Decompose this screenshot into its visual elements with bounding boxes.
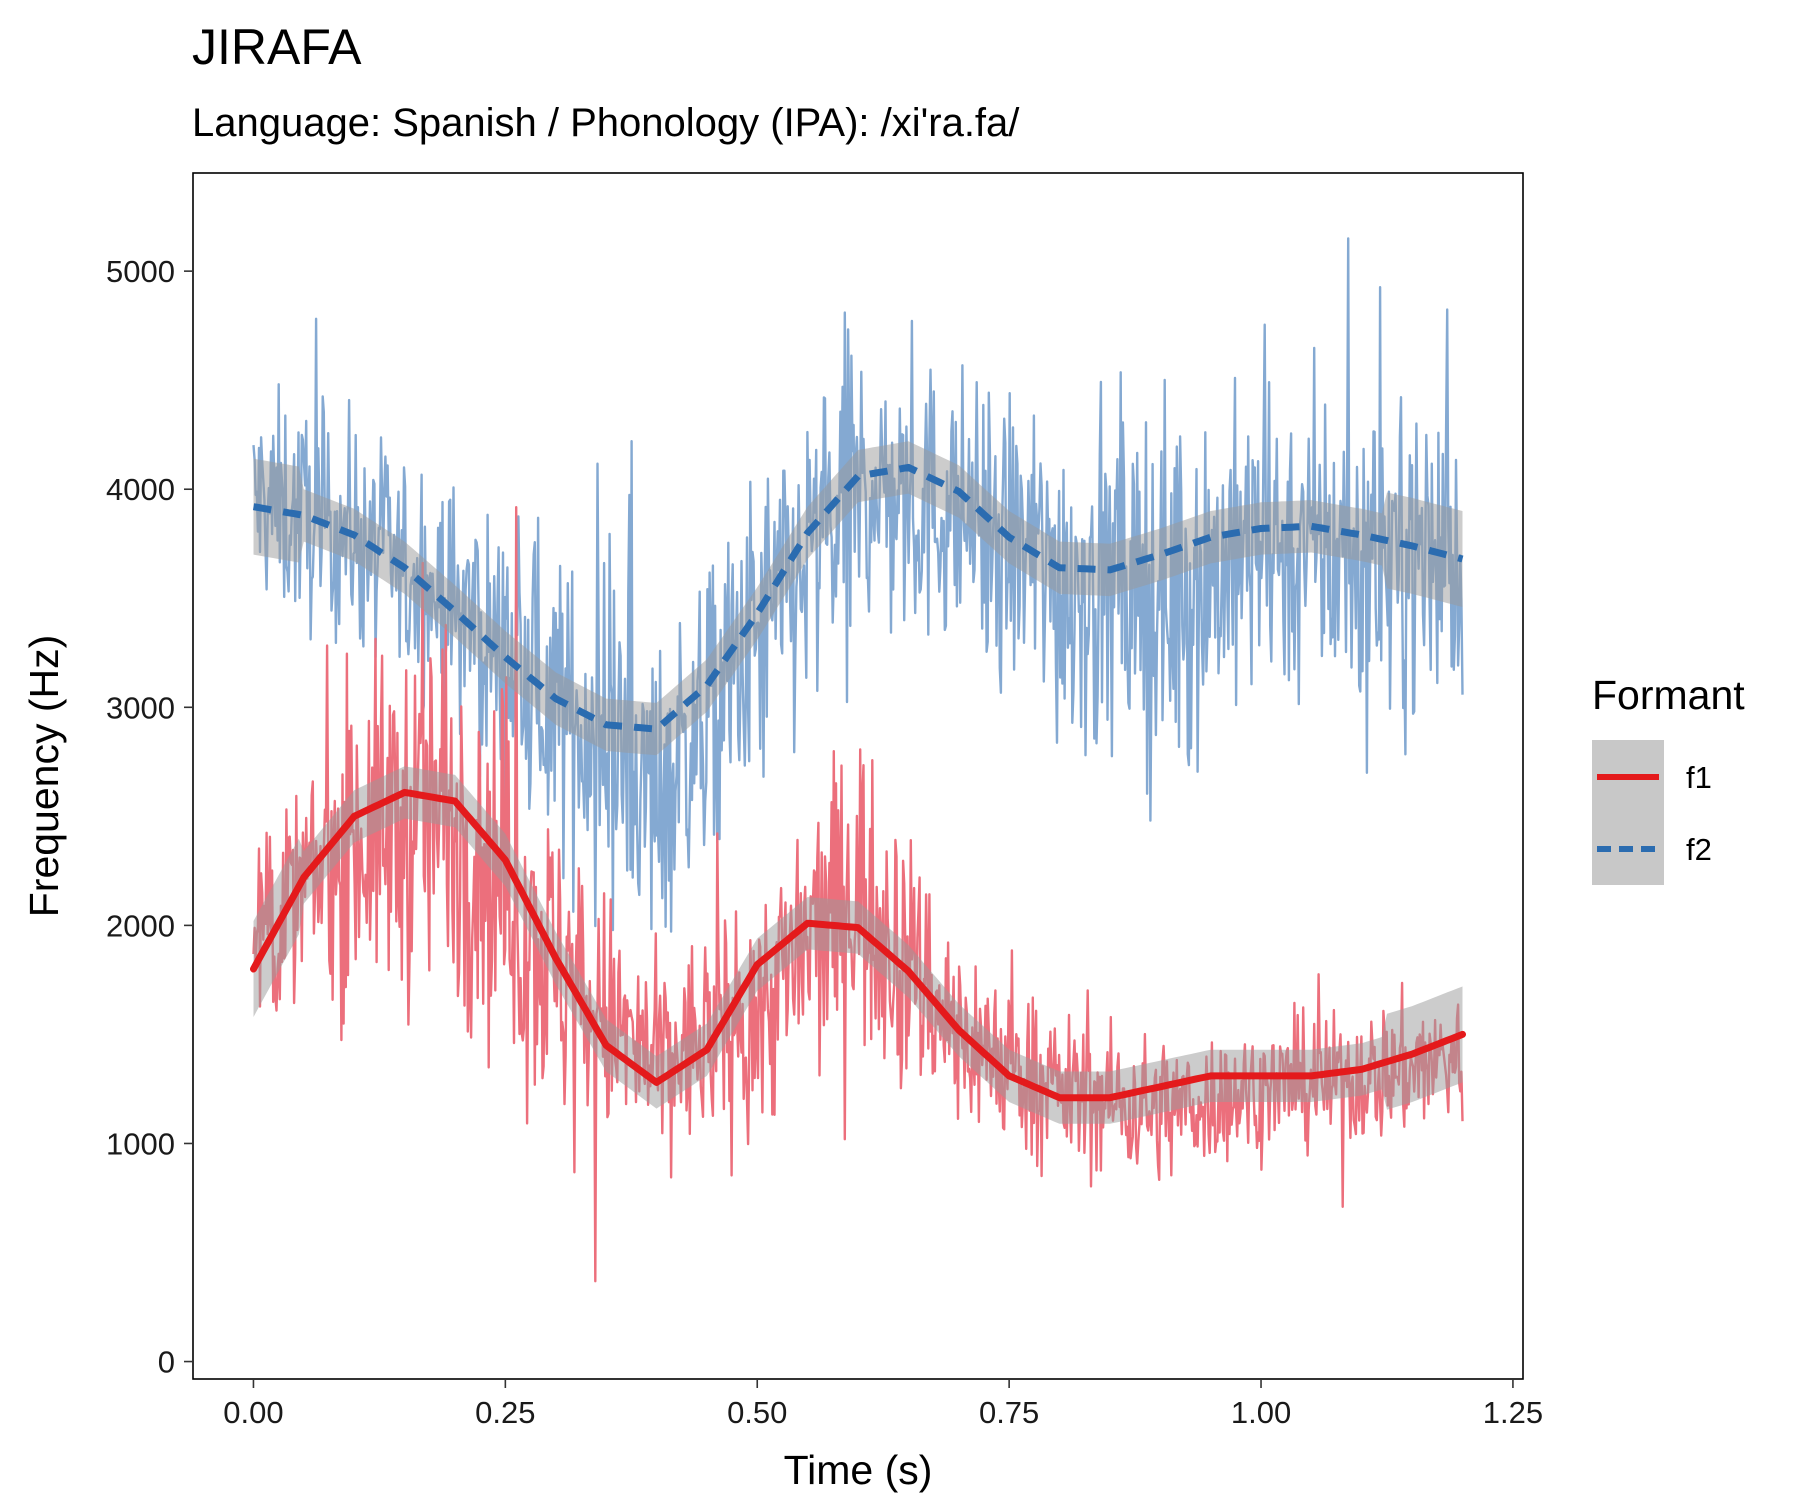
y-axis: 0 1000 2000 3000 4000 5000 [106,254,193,1380]
legend-title: Formant [1592,672,1745,718]
chart-subtitle: Language: Spanish / Phonology (IPA): /xi… [192,101,1020,145]
plot-panel-border [192,172,1524,1380]
x-tick-label: 1.00 [1231,1395,1291,1430]
smooth-line-f1 [250,788,1466,1102]
confidence-band-f1 [253,766,1463,1124]
y-tick-label: 0 [158,1345,175,1380]
y-tick-label: 5000 [106,254,175,289]
x-tick-label: 0.00 [223,1395,283,1430]
x-axis-title: Time (s) [784,1447,933,1493]
y-tick-label: 4000 [106,472,175,507]
x-axis: 0.00 0.25 0.50 0.75 1.00 1.25 [223,1379,1543,1430]
confidence-band-f2 [253,441,1463,756]
y-tick-label: 3000 [106,690,175,725]
x-tick-label: 0.25 [475,1395,535,1430]
y-axis-title: Frequency (Hz) [21,635,67,918]
chart-title: JIRAFA [192,19,362,75]
x-tick-label: 0.50 [727,1395,787,1430]
plot-area [250,237,1466,1283]
y-tick-label: 2000 [106,908,175,943]
smooth-line-f2 [252,463,1464,733]
legend: Formant f1 f2 [1592,672,1745,885]
legend-label-f1: f1 [1686,760,1712,795]
x-tick-label: 1.25 [1483,1395,1543,1430]
legend-key-background [1592,740,1664,885]
x-tick-label: 0.75 [979,1395,1039,1430]
y-tick-label: 1000 [106,1126,175,1161]
legend-label-f2: f2 [1686,832,1712,867]
